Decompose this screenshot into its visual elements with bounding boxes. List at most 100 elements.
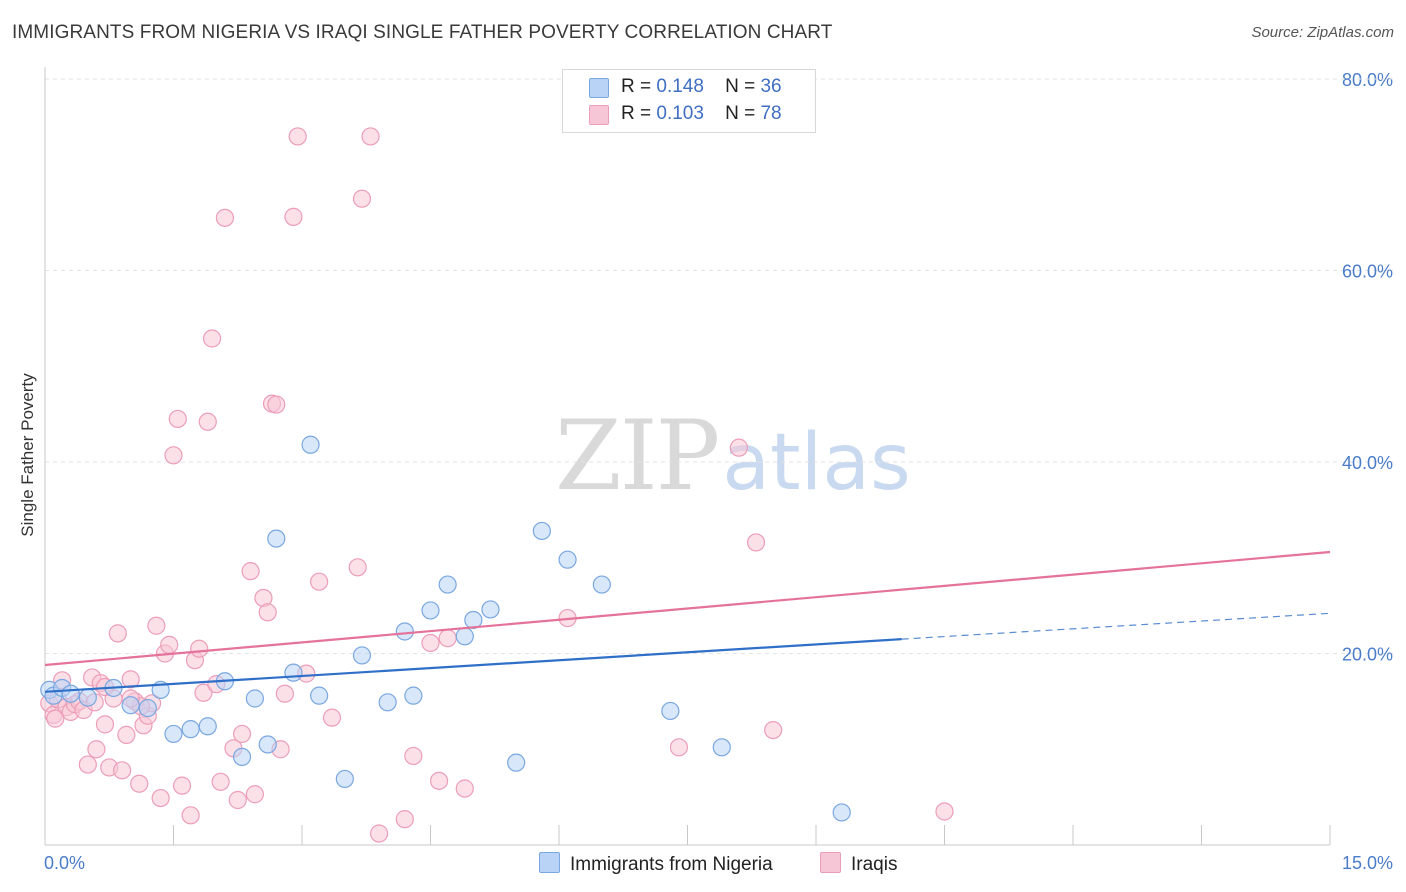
nigeria-point bbox=[558, 550, 577, 569]
iraqi-point bbox=[455, 779, 474, 798]
bottom-legend-label-iraqi: Iraqis bbox=[851, 854, 898, 875]
iraqi-point bbox=[935, 802, 954, 821]
nigeria-point bbox=[507, 753, 526, 772]
y-tick-label: 60.0% bbox=[1342, 262, 1393, 282]
legend-swatch-iraqi bbox=[589, 105, 609, 125]
iraqi-point bbox=[275, 684, 294, 703]
nigeria-point bbox=[532, 521, 551, 541]
iraqi-point bbox=[232, 724, 252, 744]
x-tick-label: 15.0% bbox=[1342, 853, 1393, 873]
y-tick-label: 20.0% bbox=[1342, 645, 1393, 665]
iraqi-point bbox=[669, 738, 689, 757]
legend-swatch-nigeria bbox=[589, 78, 609, 98]
iraqi-point bbox=[746, 533, 766, 552]
nigeria-point bbox=[832, 803, 851, 822]
iraqi-point bbox=[322, 708, 342, 727]
source-label: Source: ZipAtlas.com bbox=[1251, 24, 1394, 41]
nigeria-point bbox=[404, 686, 423, 705]
iraqi-point bbox=[764, 720, 783, 740]
nigeria-point bbox=[438, 575, 457, 594]
nigeria-point bbox=[164, 724, 183, 744]
nigeria-point bbox=[121, 696, 140, 715]
iraqi-point bbox=[370, 824, 389, 843]
iraqi-point bbox=[172, 776, 192, 795]
nigeria-point bbox=[661, 701, 680, 721]
iraqi-point bbox=[241, 562, 260, 581]
bottom-legend-swatch-iraqi bbox=[820, 852, 841, 873]
bottom-legend-label-nigeria: Immigrants from Nigeria bbox=[570, 854, 773, 875]
iraqi-trend-line bbox=[44, 550, 1331, 667]
iraqi-point bbox=[108, 624, 127, 643]
iraqi-point bbox=[95, 715, 115, 734]
iraqi-point bbox=[284, 207, 303, 226]
iraqi-point bbox=[147, 616, 166, 635]
nigeria-point bbox=[267, 529, 286, 548]
nigeria-point bbox=[378, 693, 397, 712]
iraqi-point bbox=[46, 709, 65, 728]
nigeria-point bbox=[232, 747, 252, 767]
iraqi-point bbox=[361, 127, 380, 146]
iraqi-point bbox=[121, 670, 140, 689]
nigeria-point bbox=[198, 717, 217, 736]
bottom-legend-swatch-nigeria bbox=[539, 852, 560, 873]
legend-r-label: R = bbox=[621, 76, 652, 97]
iraqi-point bbox=[215, 208, 234, 227]
iraqi-point bbox=[202, 329, 222, 348]
nigeria-point bbox=[138, 698, 157, 718]
iraqi-point bbox=[258, 603, 277, 622]
legend-n-label: N = bbox=[725, 76, 756, 97]
legend-r-value: 0.103 bbox=[656, 103, 704, 124]
iraqi-point bbox=[198, 412, 217, 431]
iraqi-point bbox=[194, 683, 213, 702]
nigeria-point bbox=[181, 720, 200, 739]
nigeria-point bbox=[61, 684, 80, 703]
nigeria-trend-extension bbox=[901, 612, 1331, 640]
nigeria-trend-line bbox=[44, 638, 902, 693]
iraqi-point bbox=[112, 761, 132, 780]
nigeria-point bbox=[592, 575, 611, 594]
iraqi-point bbox=[438, 629, 457, 648]
iraqi-point bbox=[151, 788, 170, 808]
iraqi-point bbox=[117, 725, 136, 744]
nigeria-point bbox=[301, 435, 320, 454]
iraqi-point bbox=[348, 558, 367, 577]
iraqi-point bbox=[310, 572, 329, 591]
iraqi-point bbox=[245, 785, 264, 804]
y-tick-label: 80.0% bbox=[1342, 70, 1393, 90]
legend-n-value: 78 bbox=[760, 103, 782, 124]
legend-n-value: 36 bbox=[760, 76, 782, 97]
iraqi-point bbox=[421, 633, 440, 653]
nigeria-point bbox=[284, 663, 303, 682]
legend-r-value: 0.148 bbox=[656, 76, 704, 97]
nigeria-point bbox=[421, 601, 440, 620]
iraqi-point bbox=[228, 790, 247, 810]
iraqi-point bbox=[78, 755, 97, 774]
iraqi-point bbox=[352, 189, 372, 208]
nigeria-point bbox=[464, 610, 483, 630]
iraqi-point bbox=[395, 810, 414, 829]
iraqi-point bbox=[130, 774, 149, 793]
legend-r-label: R = bbox=[621, 103, 652, 124]
nigeria-point bbox=[481, 600, 500, 619]
x-tick-label: 0.0% bbox=[44, 853, 85, 873]
iraqi-point bbox=[168, 409, 187, 429]
nigeria-point bbox=[335, 769, 354, 789]
iraqi-point bbox=[190, 639, 209, 658]
iraqi-point bbox=[211, 772, 230, 791]
nigeria-point bbox=[455, 627, 474, 646]
nigeria-point bbox=[258, 735, 277, 754]
legend-n-label: N = bbox=[725, 103, 756, 124]
chart-title: IMMIGRANTS FROM NIGERIA VS IRAQI SINGLE … bbox=[12, 22, 833, 43]
bottom-legend-nigeria: Immigrants from Nigeria bbox=[539, 852, 773, 876]
nigeria-point bbox=[712, 738, 731, 757]
iraqi-point bbox=[181, 806, 200, 825]
iraqi-point bbox=[404, 746, 423, 766]
nigeria-point bbox=[352, 646, 372, 665]
iraqi-point bbox=[729, 438, 749, 457]
iraqi-point bbox=[429, 771, 449, 790]
nigeria-point bbox=[78, 688, 97, 707]
y-tick-label: 40.0% bbox=[1342, 453, 1393, 473]
iraqi-point bbox=[288, 127, 307, 146]
iraqi-point bbox=[160, 635, 179, 654]
